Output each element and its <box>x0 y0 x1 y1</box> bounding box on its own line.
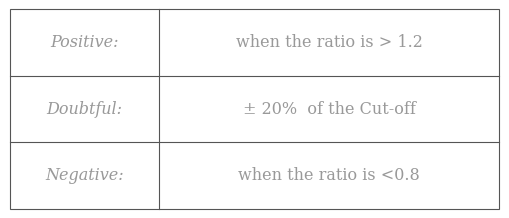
Text: Negative:: Negative: <box>45 167 124 184</box>
Text: when the ratio is <0.8: when the ratio is <0.8 <box>238 167 420 184</box>
Text: ± 20%  of the Cut-off: ± 20% of the Cut-off <box>243 100 415 118</box>
Text: when the ratio is > 1.2: when the ratio is > 1.2 <box>236 34 422 51</box>
Text: Doubtful:: Doubtful: <box>47 100 123 118</box>
Text: Positive:: Positive: <box>50 34 119 51</box>
